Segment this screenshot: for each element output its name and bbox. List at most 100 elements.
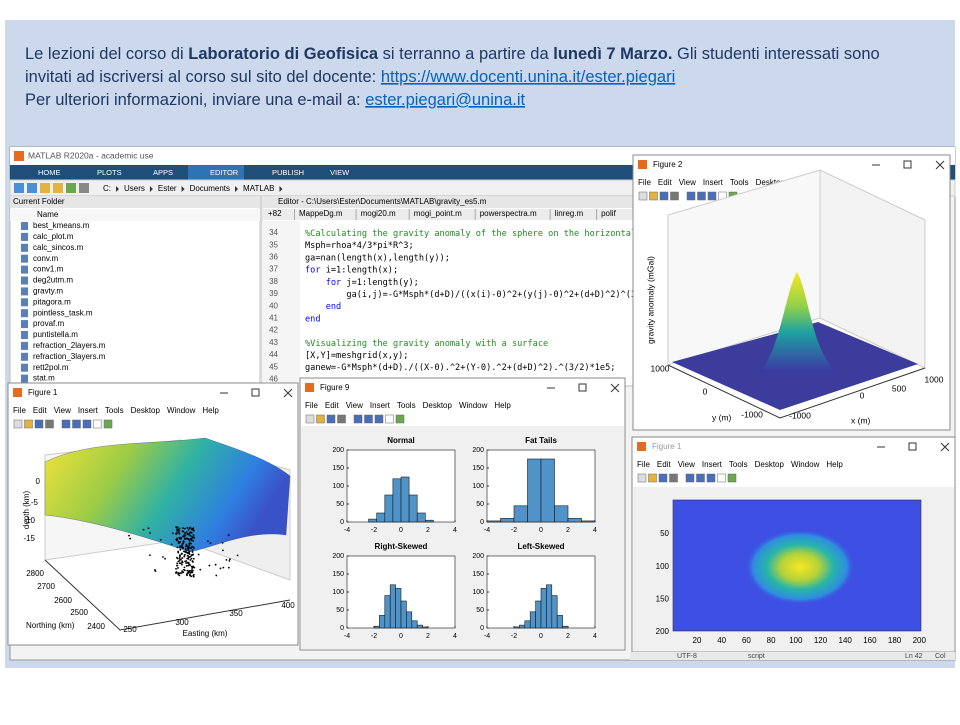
file-name[interactable]: refraction_2layers.m xyxy=(33,341,106,350)
file-name[interactable]: calc_sincos.m xyxy=(33,243,84,252)
menu-item[interactable]: File xyxy=(305,401,318,410)
menu-item[interactable]: Tools xyxy=(105,406,124,415)
file-name[interactable]: pitagora.m xyxy=(33,297,71,306)
earthquake-dot xyxy=(189,538,192,540)
x-tick-label: 80 xyxy=(767,636,776,645)
file-name[interactable]: refraction_3layers.m xyxy=(33,352,106,361)
histogram-bar xyxy=(422,626,429,629)
file-name[interactable]: stat.m xyxy=(33,374,55,383)
earthquake-dot xyxy=(190,546,193,548)
maximize-button[interactable] xyxy=(903,160,912,169)
tick-label: 250 xyxy=(123,625,137,634)
menu-item[interactable]: Window xyxy=(167,406,196,415)
menu-item[interactable]: File xyxy=(13,406,26,415)
path-segment[interactable]: Users xyxy=(124,184,145,193)
status-item: Col xyxy=(935,653,946,660)
path-segment[interactable]: C: xyxy=(103,184,111,193)
file-name[interactable]: pointless_task.m xyxy=(33,308,93,317)
menu-item[interactable]: Insert xyxy=(702,460,723,469)
menu-item[interactable]: Insert xyxy=(703,178,724,187)
menu-item[interactable]: File xyxy=(638,178,651,187)
menu-item[interactable]: Edit xyxy=(325,401,340,410)
earthquake-dot xyxy=(181,570,184,573)
ribbon-tab[interactable]: HOME xyxy=(38,168,61,177)
menu-item[interactable]: Desktop xyxy=(131,406,161,415)
file-icon xyxy=(21,254,28,263)
menu-item[interactable]: View xyxy=(54,406,71,415)
link[interactable]: ester.piegari@unina.it xyxy=(365,91,525,109)
ribbon-tab[interactable]: APPS xyxy=(153,168,173,177)
file-name[interactable]: best_kmeans.m xyxy=(33,221,90,230)
close-button[interactable] xyxy=(283,388,293,398)
earthquake-dot xyxy=(185,560,188,562)
path-segment[interactable]: Documents xyxy=(190,184,230,193)
maximize-button[interactable] xyxy=(578,383,587,392)
earthquake-dot xyxy=(190,528,193,531)
file-name[interactable]: puntistella.m xyxy=(33,330,78,339)
heatmap-anomaly xyxy=(745,529,855,605)
menu-item[interactable]: Tools xyxy=(729,460,748,469)
close-button[interactable] xyxy=(935,160,945,170)
file-name[interactable]: calc_plot.m xyxy=(33,232,74,241)
path-segment[interactable]: Ester xyxy=(158,184,177,193)
menu-item[interactable]: Tools xyxy=(397,401,416,410)
ribbon-tab[interactable]: EDITOR xyxy=(210,168,239,177)
ribbon-tab[interactable]: PLOTS xyxy=(97,168,122,177)
menu-item[interactable]: Tools xyxy=(730,178,749,187)
earthquake-dot xyxy=(147,527,150,530)
keyword: for xyxy=(305,265,321,275)
file-name[interactable]: conv1.m xyxy=(33,265,64,274)
path-segment[interactable]: MATLAB xyxy=(243,184,274,193)
histogram-bar xyxy=(416,512,426,523)
menu-item[interactable]: Desktop xyxy=(423,401,453,410)
menu-item[interactable]: Help xyxy=(202,406,219,415)
close-button[interactable] xyxy=(610,383,620,393)
menu-item[interactable]: Insert xyxy=(370,401,391,410)
file-name[interactable]: deg2utm.m xyxy=(33,276,73,285)
menu-item[interactable]: File xyxy=(637,460,650,469)
editor-tab[interactable]: powerspectra.m xyxy=(480,209,537,218)
earthquake-dot xyxy=(227,534,230,537)
maximize-button[interactable] xyxy=(251,388,260,397)
menu-item[interactable]: Desktop xyxy=(755,460,785,469)
editor-tab[interactable]: MappeDg.m xyxy=(299,209,343,218)
file-icon xyxy=(21,352,28,361)
link[interactable]: https://www.docenti.unina.it/ester.piega… xyxy=(381,68,675,86)
file-name[interactable]: provaf.m xyxy=(33,319,64,328)
editor-tab[interactable]: mogi_point.m xyxy=(414,209,462,218)
file-name[interactable]: rett2pol.m xyxy=(33,363,69,372)
file-name[interactable]: conv.m xyxy=(33,254,59,263)
ribbon-tab[interactable]: VIEW xyxy=(330,168,350,177)
menu-item[interactable]: Desktop xyxy=(756,178,786,187)
menu-item[interactable]: Help xyxy=(494,401,511,410)
column-header xyxy=(10,209,260,221)
histogram-bar xyxy=(581,520,596,523)
menu-item[interactable]: View xyxy=(679,178,696,187)
file-name[interactable]: gravty.m xyxy=(33,287,63,296)
ribbon-tab[interactable]: PUBLISH xyxy=(272,168,304,177)
close-button[interactable] xyxy=(940,442,950,452)
editor-tab[interactable]: polif xyxy=(601,209,616,218)
more-tabs[interactable]: +82 xyxy=(268,209,282,218)
editor-tab[interactable]: linreg.m xyxy=(555,209,584,218)
y-tick-label: 0 xyxy=(340,625,344,632)
menu-item[interactable]: Window xyxy=(791,460,820,469)
toolbar-icon xyxy=(316,414,325,424)
menu-item[interactable]: Window xyxy=(459,401,488,410)
text-run: lunedì 7 Marzo. xyxy=(553,45,672,63)
earthquake-dot xyxy=(228,560,231,562)
menu-item[interactable]: View xyxy=(346,401,363,410)
editor-tab[interactable]: mogi20.m xyxy=(361,209,396,218)
menu-item[interactable]: Help xyxy=(826,460,843,469)
menu-item[interactable]: Edit xyxy=(33,406,48,415)
earthquake-dot xyxy=(178,558,181,560)
menu-item[interactable]: Edit xyxy=(657,460,672,469)
menu-item[interactable]: View xyxy=(678,460,695,469)
code: Msph=rhoa*4/3*pi*R^3; xyxy=(305,241,414,251)
menu-item[interactable]: Edit xyxy=(658,178,673,187)
y-tick-label: 200 xyxy=(332,553,344,560)
menu-item[interactable]: Insert xyxy=(78,406,99,415)
toolbar-icon xyxy=(658,473,668,483)
matlab-icon xyxy=(14,151,24,161)
maximize-button[interactable] xyxy=(908,442,917,451)
